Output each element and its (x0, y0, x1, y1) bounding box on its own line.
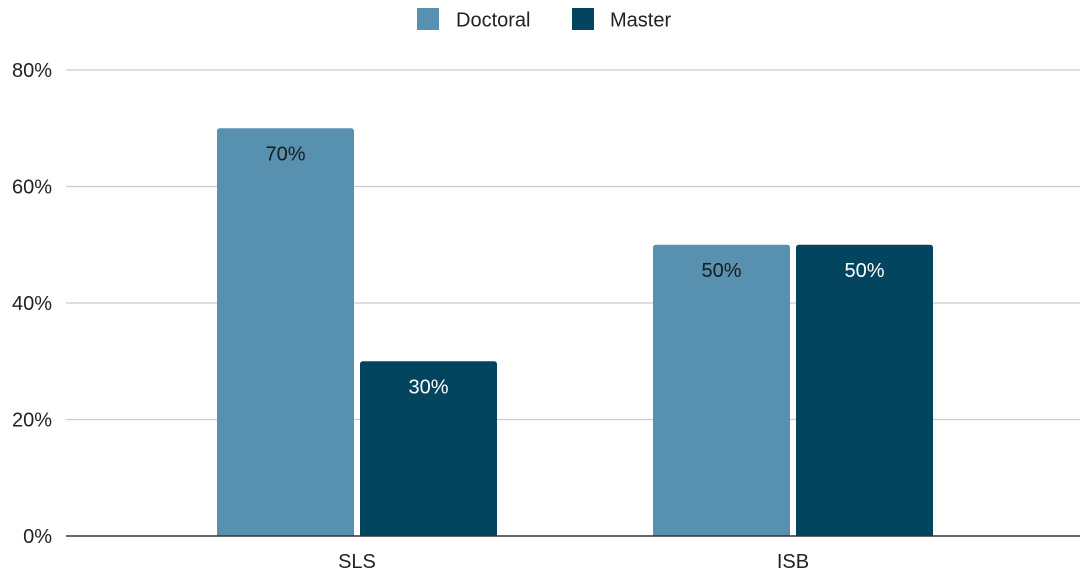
data-label: 50% (844, 260, 884, 282)
y-tick-label: 60% (12, 177, 52, 199)
data-label: 30% (408, 376, 448, 398)
legend-swatch-doctoral (417, 8, 439, 30)
data-label: 50% (701, 260, 741, 282)
y-tick-label: 80% (12, 60, 52, 82)
legend-label-doctoral: Doctoral (456, 10, 530, 32)
data-label: 70% (265, 143, 305, 165)
bars (217, 128, 933, 536)
y-tick-label: 20% (12, 410, 52, 432)
legend-swatch-master (572, 8, 594, 30)
legend-label-master: Master (610, 10, 671, 32)
bar-master-isb (796, 245, 933, 536)
x-category-label: ISB (777, 551, 809, 573)
bar-doctoral-sls (217, 128, 354, 536)
x-category-label: SLS (338, 551, 376, 573)
bar-doctoral-isb (653, 245, 790, 536)
y-tick-label: 40% (12, 293, 52, 315)
legend: Doctoral Master (417, 8, 671, 32)
y-tick-label: 0% (23, 526, 52, 548)
